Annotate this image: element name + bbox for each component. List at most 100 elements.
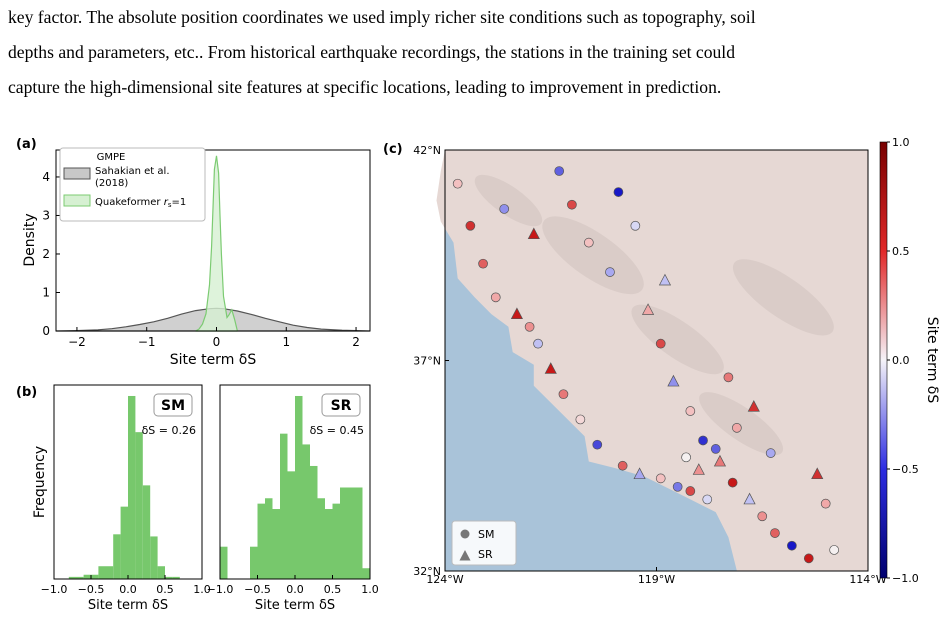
- station-marker-sm: [583, 237, 594, 248]
- sr-hist-x-tick-label: −1.0: [207, 583, 234, 596]
- colorbar-tick-label: −1.0: [892, 572, 919, 585]
- sm-hist-bar: [157, 566, 165, 579]
- map-lon-label: 124°W: [426, 573, 463, 586]
- colorbar: [879, 141, 888, 579]
- legend-label-gmpe: Sahakian et al.: [95, 166, 170, 177]
- legend-title-a: GMPE: [97, 152, 126, 163]
- station-marker-sm: [770, 528, 780, 538]
- sr-hist-x-axis-label: Site term δS: [255, 598, 335, 613]
- relief-shade: [542, 216, 644, 295]
- sr-hist-bar: [317, 498, 325, 579]
- colorbar-tick-label: 0.0: [892, 354, 910, 367]
- legend-swatch-gmpe: [63, 167, 91, 180]
- sr-hist-label: SR: [331, 398, 352, 414]
- sm-hist-bar: [120, 506, 128, 579]
- map-lat-label: 32°N: [413, 565, 441, 578]
- station-marker-sm: [524, 321, 535, 332]
- colorbar-tick-label: 0.5: [892, 245, 910, 258]
- panel-label-c: (c): [383, 142, 403, 157]
- legend-swatch-quakeformer: [63, 194, 91, 207]
- x-tick-label-a: 1: [282, 335, 290, 349]
- station-marker-sm: [723, 372, 734, 383]
- sr-hist-bar: [295, 395, 303, 579]
- sr-hist-bar: [220, 546, 228, 579]
- sr-hist-bar: [280, 433, 288, 579]
- sr-hist-x-tick-label: −0.5: [244, 583, 271, 596]
- y-tick-label-a: 3: [42, 208, 50, 222]
- y-axis-label-a: Density: [22, 213, 38, 266]
- paragraph-line: depths and parameters, etc.. From histor…: [8, 42, 735, 62]
- station-marker-sm: [630, 220, 641, 231]
- sm-hist-x-axis-label: Site term δS: [88, 598, 168, 613]
- x-tick-label-a: −1: [138, 335, 156, 349]
- x-tick-label-a: 2: [352, 335, 360, 349]
- sm-hist-x-tick-label: 0.5: [156, 583, 174, 596]
- station-marker-sm: [617, 460, 628, 471]
- sr-hist-bar: [325, 509, 333, 579]
- station-marker-sr: [713, 454, 727, 467]
- paragraph-line: key factor. The absolute position coordi…: [8, 7, 756, 27]
- sm-hist-x-tick-label: −0.5: [78, 583, 105, 596]
- sm-hist-bar: [135, 432, 143, 579]
- station-marker-sr: [544, 362, 557, 374]
- sm-hist-bar: [113, 534, 121, 579]
- station-marker-sm: [575, 414, 586, 425]
- sr-hist-annotation: δS = 0.45: [310, 424, 364, 437]
- station-marker-sm: [787, 540, 797, 551]
- station-marker-sm: [605, 267, 615, 277]
- station-marker-sm: [613, 187, 624, 197]
- body-paragraph: key factor. The absolute position coordi…: [8, 0, 940, 105]
- x-axis-label-a: Site term δS: [170, 352, 257, 368]
- panel-label-a: (a): [16, 137, 37, 152]
- station-marker-sm: [702, 494, 713, 505]
- station-marker-sr: [743, 492, 756, 505]
- sr-hist-bar: [287, 471, 295, 579]
- station-marker-sm: [727, 477, 738, 488]
- sm-hist-annotation: δS = 0.26: [142, 424, 196, 437]
- station-marker-sr: [658, 273, 672, 286]
- sm-hist-bar: [172, 576, 180, 579]
- station-marker-sm: [732, 423, 742, 433]
- station-marker-sm: [820, 498, 831, 509]
- sm-hist-bar: [68, 576, 84, 579]
- y-tick-label-a: 1: [42, 285, 50, 299]
- sr-hist-bar: [310, 465, 318, 579]
- sm-hist-y-axis-label: Frequency: [32, 446, 48, 518]
- sr-hist-bar: [257, 503, 265, 579]
- relief-shade: [631, 304, 724, 375]
- station-marker-sm: [829, 545, 840, 555]
- sr-hist-bar: [340, 487, 348, 579]
- colorbar-label: Site term δS: [924, 317, 940, 404]
- station-marker-sm: [710, 444, 721, 454]
- sr-hist-bar: [265, 498, 273, 579]
- station-marker-sm: [533, 338, 543, 349]
- sr-hist-label-box: [321, 393, 361, 417]
- map-legend-sr-label: SR: [478, 548, 493, 561]
- map-lat-label: 37°N: [413, 355, 441, 368]
- station-marker-sm: [757, 511, 768, 522]
- map-legend-sm-marker: [460, 529, 470, 539]
- station-marker-sr: [510, 307, 523, 320]
- station-marker-sm: [681, 452, 691, 463]
- sr-hist-bar: [362, 568, 370, 579]
- colorbar-tick-label: 1.0: [892, 136, 910, 149]
- station-marker-sm: [554, 166, 565, 176]
- station-marker-sm: [490, 292, 501, 303]
- sm-hist-x-tick-label: 0.0: [119, 583, 137, 596]
- station-marker-sm: [558, 389, 569, 400]
- station-marker-sm: [655, 338, 666, 349]
- station-marker-sm: [592, 439, 603, 450]
- sm-hist-x-tick-label: −1.0: [41, 583, 68, 596]
- sm-hist-bar: [165, 576, 173, 579]
- sm-hist-bar: [150, 536, 158, 579]
- map-group: 124°W 119°W 114°W 42°N 37°N 32°N SM SR: [413, 144, 887, 586]
- map-lon-label: 119°W: [638, 573, 675, 586]
- x-tick-label-a: −2: [68, 335, 86, 349]
- x-tick-label-a: 0: [213, 335, 221, 349]
- quakeformer-density-area: [195, 155, 238, 332]
- sr-hist-bar: [272, 509, 280, 579]
- station-marker-sm: [465, 220, 476, 231]
- legend-label-gmpe-year: (2018): [95, 178, 128, 189]
- station-marker-sr: [641, 303, 655, 315]
